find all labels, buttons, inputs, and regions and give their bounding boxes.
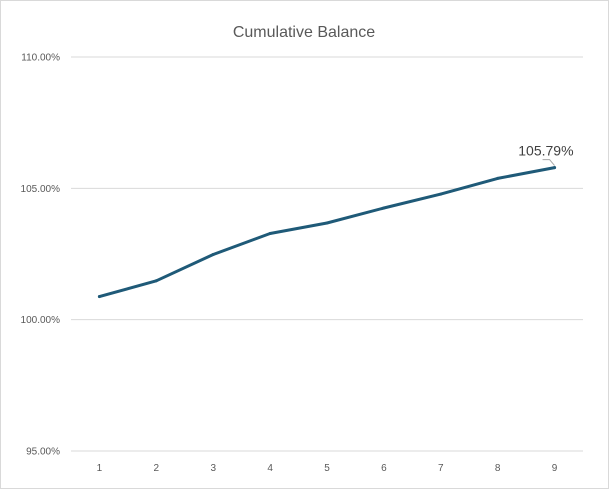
x-axis-ticks: 1 2 3 4 5 6 7 8 9 [97,463,558,474]
data-point [382,206,386,210]
x-tick-label: 5 [324,463,330,474]
data-label-layer: 105.79% [518,143,574,166]
data-point [97,295,101,299]
x-tick-label: 8 [495,463,501,474]
y-axis-ticks: 95.00% 100.00% 105.00% 110.00% [21,53,61,458]
series-line [97,166,557,299]
x-tick-label: 1 [97,463,103,474]
y-tick-label: 110.00% [21,53,60,64]
data-label: 105.79% [518,143,573,159]
data-point [154,279,158,283]
x-tick-label: 7 [438,463,444,474]
x-tick-label: 6 [381,463,387,474]
gridlines [71,56,583,452]
x-tick-label: 3 [210,463,216,474]
data-point [496,176,500,180]
series-layer [97,166,557,299]
chart-title: Cumulative Balance [233,24,375,41]
data-point [553,166,557,170]
x-tick-label: 4 [267,463,273,474]
data-point [211,253,215,257]
y-tick-label: 105.00% [21,184,61,195]
data-point [439,192,443,196]
y-tick-label: 95.00% [26,447,60,458]
x-tick-label: 9 [552,463,558,474]
data-point [268,232,272,236]
data-point [325,221,329,225]
data-label-leader [542,159,555,166]
x-tick-label: 2 [154,463,160,474]
y-tick-label: 100.00% [21,315,61,326]
